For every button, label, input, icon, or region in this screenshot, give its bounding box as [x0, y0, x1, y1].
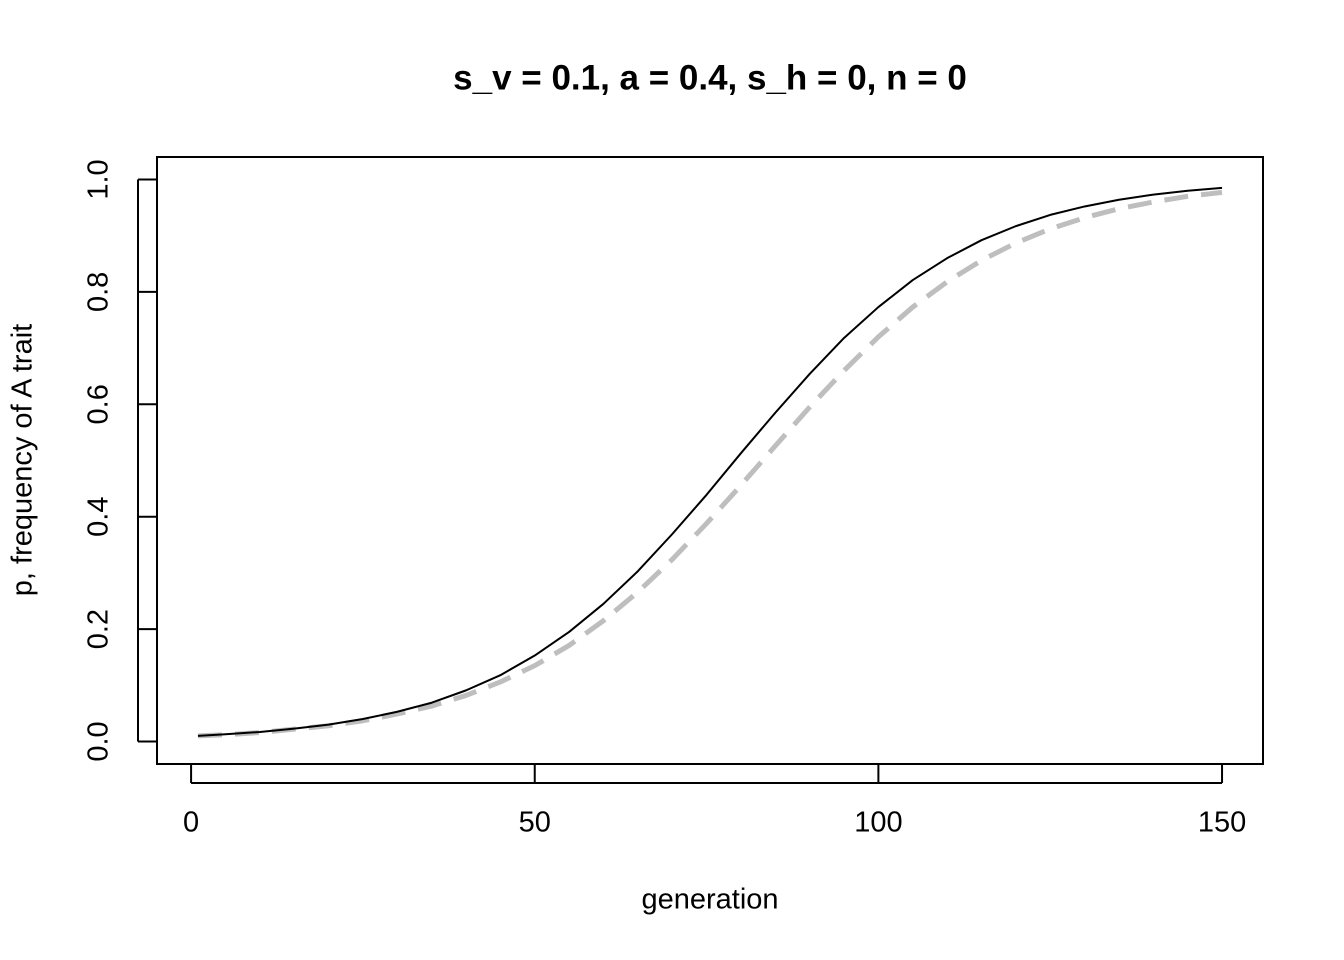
y-tick-label: 1.0: [83, 159, 115, 199]
y-tick-label: 0.4: [83, 497, 115, 537]
chart-title: s_v = 0.1, a = 0.4, s_h = 0, n = 0: [453, 58, 967, 97]
x-tick-label: 150: [1198, 807, 1246, 839]
y-tick-label: 0.6: [83, 384, 115, 424]
x-axis-label: generation: [641, 884, 778, 916]
x-tick-label: 50: [519, 807, 551, 839]
plot-box: [156, 156, 1264, 765]
y-tick-label: 0.0: [83, 721, 115, 761]
y-tick-label: 0.8: [83, 272, 115, 312]
series-line: [197, 186, 1223, 737]
y-axis-label: p, frequency of A trait: [7, 324, 39, 596]
x-tick-label: 100: [854, 807, 902, 839]
series-line: [197, 189, 1223, 739]
y-tick-label: 0.2: [83, 609, 115, 649]
x-tick-label: 0: [183, 807, 199, 839]
